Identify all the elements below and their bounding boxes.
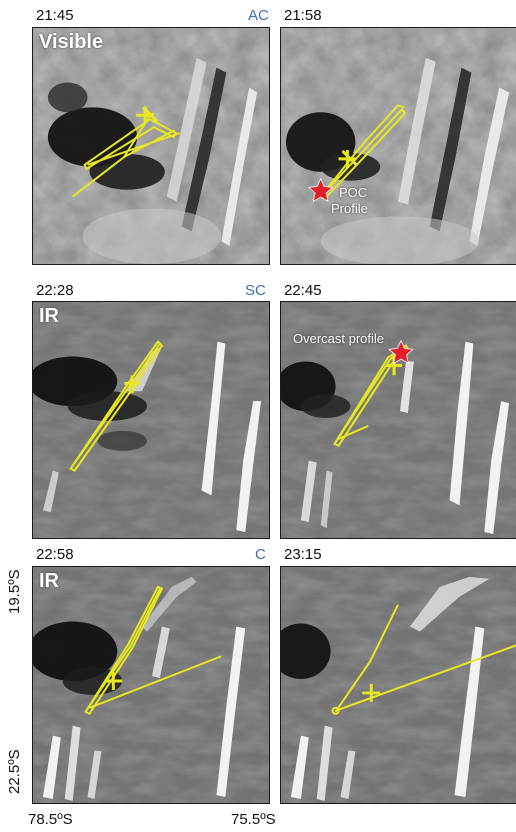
satellite-panel-ir-2315 [280, 566, 516, 804]
overcast-profile-star [388, 339, 414, 365]
latitude-label-bottom: 22.5ºS [6, 749, 23, 794]
longitude-label-left: 78.5ºS [28, 811, 73, 828]
longitude-label-right: 75.5ºS [231, 811, 276, 828]
profile-label: Profile [331, 201, 368, 216]
satellite-panel-ir-2245: Overcast profile [280, 301, 516, 539]
panel-4-time: 22:45 [284, 282, 322, 299]
latitude-label-top: 19.5ºS [6, 569, 23, 614]
flight-track [331, 604, 516, 715]
satellite-panel-visible-2145: Visible [32, 27, 270, 265]
satellite-panel-visible-2158: POC Profile [280, 27, 516, 265]
satellite-image [33, 302, 269, 538]
satellite-image [281, 567, 516, 803]
position-cross [338, 149, 358, 168]
panel-1-time: 21:45 [36, 7, 74, 24]
satellite-panel-ir-2258: IR [32, 566, 270, 804]
satellite-image [281, 28, 516, 264]
band-label: IR [39, 305, 59, 327]
position-cross [104, 672, 123, 690]
panel-2-time: 21:58 [284, 7, 322, 24]
satellite-panel-ir-2228: IR [32, 301, 270, 539]
panel-5-code: C [255, 546, 266, 563]
panel-1-code: AC [248, 7, 269, 24]
satellite-image [33, 567, 269, 803]
panel-5-time: 22:58 [36, 546, 74, 563]
panel-6-time: 23:15 [284, 546, 322, 563]
poc-profile-star [307, 177, 334, 203]
poc-label: POC [339, 185, 368, 200]
panel-3-code: SC [245, 282, 266, 299]
position-cross [362, 684, 381, 702]
panel-3-time: 22:28 [36, 282, 74, 299]
flight-track [84, 585, 222, 716]
position-cross [136, 106, 159, 125]
satellite-image [281, 302, 516, 538]
overcast-profile-label: Overcast profile [293, 331, 385, 346]
band-label: Visible [39, 31, 104, 53]
position-cross [124, 375, 141, 394]
satellite-image [33, 28, 269, 264]
band-label: IR [39, 570, 59, 592]
